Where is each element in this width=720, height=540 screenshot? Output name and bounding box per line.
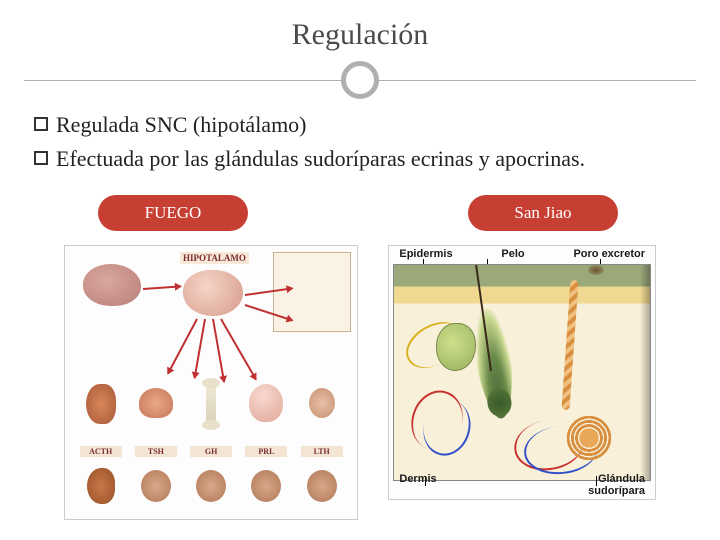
bottom-organ-row bbox=[65, 464, 357, 514]
bullet-item: Efectuada por las glándulas sudoríparas … bbox=[34, 144, 686, 174]
bullet-item: Regulada SNC (hipotálamo) bbox=[34, 110, 686, 140]
label-poro: Poro excretor bbox=[573, 248, 645, 260]
arrow-icon bbox=[212, 319, 225, 382]
content-area: Regulada SNC (hipotálamo) Efectuada por … bbox=[0, 100, 720, 520]
bullet-text: Regulada SNC (hipotálamo) bbox=[56, 110, 307, 140]
organ-icon bbox=[196, 470, 226, 502]
diagram-skin-crosssection: Epidermis Pelo Poro excretor bbox=[388, 245, 656, 500]
adrenal-icon bbox=[86, 384, 116, 424]
diagram-hypothalamus-axis: HIPOTALAMO ACTH TSH bbox=[64, 245, 358, 520]
slide-title: Regulación bbox=[0, 18, 720, 52]
label-hipotalamo: HIPOTALAMO bbox=[180, 252, 249, 264]
sebaceous-gland-icon bbox=[436, 323, 476, 371]
label-epidermis: Epidermis bbox=[399, 248, 452, 260]
bullet-marker-icon bbox=[34, 117, 48, 131]
organ-icon bbox=[251, 470, 281, 502]
gonad-icon bbox=[309, 388, 335, 418]
hair-follicle-icon bbox=[469, 307, 520, 421]
arrow-icon bbox=[194, 319, 206, 378]
images-row: HIPOTALAMO ACTH TSH bbox=[34, 245, 686, 520]
thyroid-icon bbox=[139, 388, 173, 418]
hormone-label: TSH bbox=[135, 446, 177, 457]
bullet-marker-icon bbox=[34, 151, 48, 165]
label-glandula-sudoripara: Glándula sudorípara bbox=[545, 473, 645, 497]
organ-icon bbox=[87, 468, 115, 504]
label-dermis: Dermis bbox=[399, 473, 436, 497]
pituitary-icon bbox=[183, 270, 243, 316]
title-divider bbox=[0, 60, 720, 100]
mammary-icon bbox=[249, 384, 283, 422]
hormone-label: PRL bbox=[245, 446, 287, 457]
label-pelo: Pelo bbox=[501, 248, 524, 260]
bullet-text: Efectuada por las glándulas sudoríparas … bbox=[56, 144, 585, 174]
arrow-icon bbox=[143, 286, 181, 291]
pill-sanjiao: San Jiao bbox=[468, 195, 618, 231]
hormone-labels-row: ACTH TSH GH PRL LTH bbox=[65, 446, 357, 457]
hormone-label: LTH bbox=[301, 446, 343, 457]
bone-icon bbox=[206, 382, 216, 426]
pore-icon bbox=[588, 265, 604, 275]
brain-icon bbox=[83, 264, 141, 306]
organ-icon bbox=[307, 470, 337, 502]
hormone-label: ACTH bbox=[80, 446, 122, 457]
pills-row: FUEGO San Jiao bbox=[34, 177, 686, 245]
sweat-gland-icon bbox=[552, 390, 614, 462]
hormone-label: GH bbox=[190, 446, 232, 457]
organ-icon bbox=[141, 470, 171, 502]
arrow-icon bbox=[220, 319, 257, 381]
skin-layers bbox=[393, 264, 651, 481]
target-row bbox=[65, 380, 357, 442]
arrow-icon bbox=[167, 319, 198, 375]
pill-fuego: FUEGO bbox=[98, 195, 248, 231]
